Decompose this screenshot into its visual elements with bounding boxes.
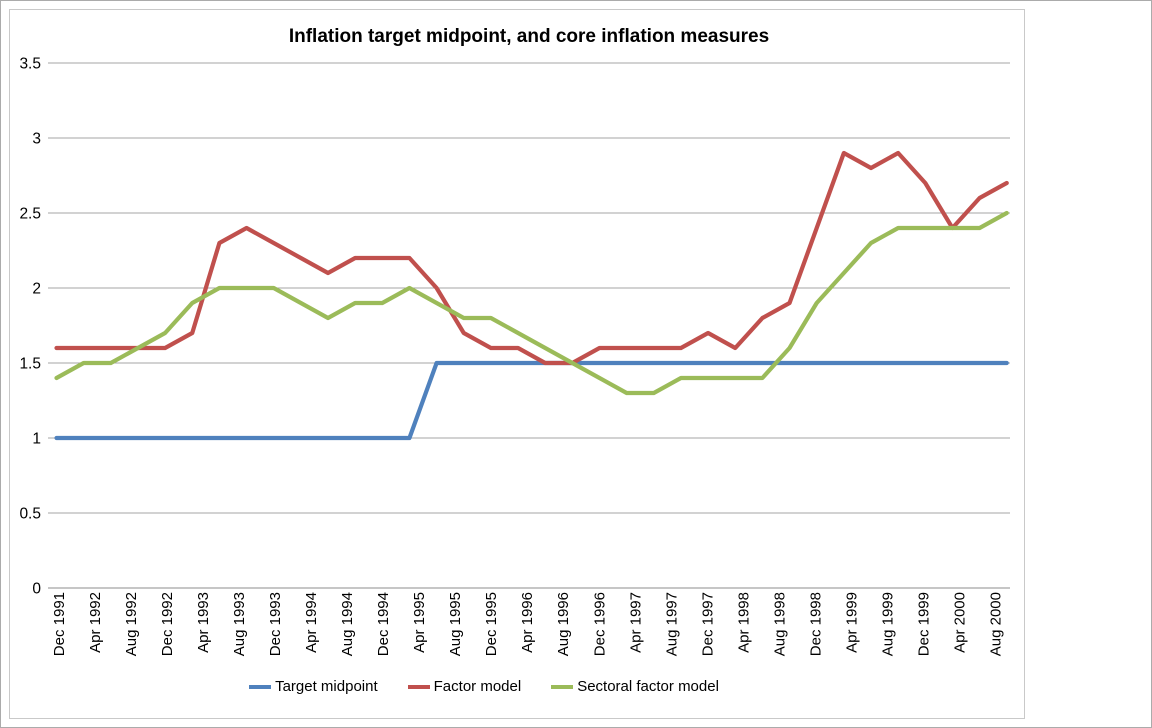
y-tick-label: 2.5: [19, 206, 41, 223]
y-tick-label: 2: [32, 281, 41, 298]
x-axis-label: Aug 1994: [339, 592, 356, 656]
x-axis-label: Dec 1994: [375, 592, 392, 656]
x-axis-label: Dec 1999: [916, 592, 933, 656]
y-tick-label: 0.5: [19, 506, 41, 523]
x-axis-label: Aug 1995: [447, 592, 464, 656]
x-axis-label: Dec 1992: [159, 592, 176, 656]
series-line-factor-model[interactable]: [54, 150, 1009, 366]
x-axis-label: Aug 2000: [988, 592, 1005, 656]
series-line-sectoral-factor-model[interactable]: [54, 210, 1009, 396]
x-axis-label: Apr 1992: [87, 592, 104, 653]
series-line-target-midpoint[interactable]: [54, 360, 1009, 441]
x-axis-label: Aug 1993: [231, 592, 248, 656]
x-axis-label: Apr 2000: [952, 592, 969, 653]
x-axis-label: Aug 1996: [555, 592, 572, 656]
y-tick-label: 1: [32, 431, 41, 448]
x-axis-label: Aug 1992: [123, 592, 140, 656]
x-axis-label: Apr 1993: [195, 592, 212, 653]
x-axis-label: Aug 1997: [663, 592, 680, 656]
legend-swatch-factor-model: [407, 684, 430, 689]
x-axis-label: Apr 1995: [411, 592, 428, 653]
x-axis-label: Apr 1997: [627, 592, 644, 653]
x-axis-label: Dec 1991: [51, 592, 68, 656]
x-axis-label: Aug 1999: [880, 592, 897, 656]
legend-label: Target midpoint: [275, 678, 378, 695]
legend-item-factor-model[interactable]: Factor model: [407, 678, 522, 695]
x-axis-label: Apr 1999: [843, 592, 860, 653]
legend-swatch-sectoral-factor-model: [551, 684, 574, 689]
y-tick-label: 3.5: [19, 56, 41, 73]
x-axis-label: Dec 1993: [267, 592, 284, 656]
x-axis-label: Aug 1998: [771, 592, 788, 656]
x-axis-label: Dec 1997: [699, 592, 716, 656]
legend-label: Sectoral factor model: [577, 678, 719, 695]
x-axis-label: Dec 1996: [591, 592, 608, 656]
y-tick-label: 0: [32, 581, 41, 598]
x-axis-label: Apr 1998: [735, 592, 752, 653]
x-axis-label: Apr 1994: [303, 592, 320, 653]
y-tick-label: 3: [32, 131, 41, 148]
chart-title: Inflation target midpoint, and core infl…: [288, 26, 770, 47]
y-tick-label: 1.5: [19, 356, 41, 373]
legend-swatch-target-midpoint: [249, 684, 272, 689]
x-axis-label: Dec 1995: [483, 592, 500, 656]
x-axis-label: Apr 1996: [519, 592, 536, 653]
legend-item-sectoral-factor-model[interactable]: Sectoral factor model: [551, 678, 719, 695]
legend-label: Factor model: [433, 678, 522, 695]
legend-item-target-midpoint[interactable]: Target midpoint: [249, 678, 378, 695]
x-axis-label: Dec 1998: [807, 592, 824, 656]
legend: Target midpoint Factor model Sectoral fa…: [1, 678, 967, 695]
